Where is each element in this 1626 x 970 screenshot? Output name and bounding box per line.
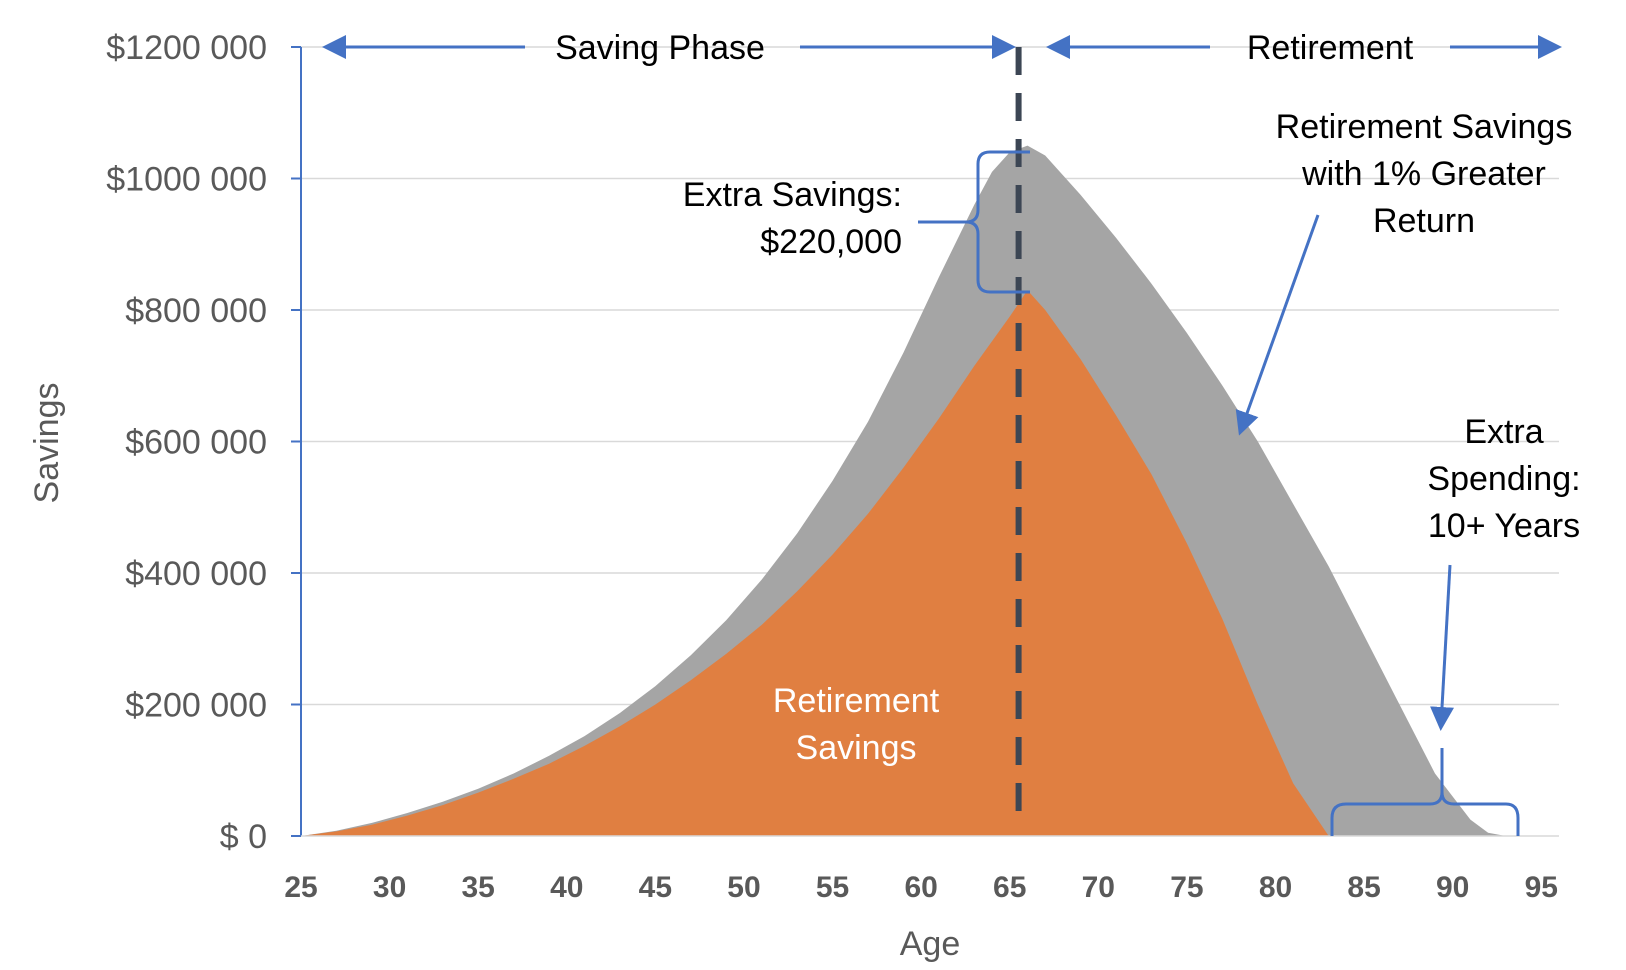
- x-tick-label: 50: [727, 871, 760, 904]
- y-tick-label: $ 0: [220, 818, 267, 856]
- x-tick-label: 70: [1082, 871, 1115, 904]
- extra-spending-label-line3: 10+ Years: [1428, 507, 1580, 545]
- area-series: [301, 145, 1542, 837]
- x-tick-label: 90: [1436, 871, 1469, 904]
- x-tick-label: 85: [1347, 871, 1380, 904]
- y-tick-label: $800 000: [125, 292, 267, 330]
- y-axis-title: Savings: [28, 383, 66, 504]
- greater-return-label-line2: with 1% Greater: [1301, 155, 1546, 193]
- x-tick-label: 95: [1525, 871, 1558, 904]
- extra-savings-label-line1: Extra Savings:: [683, 176, 902, 214]
- x-tick-labels: 25 30 35 40 45 50 55 60 65 70 75 80 85 90 95: [284, 871, 1558, 904]
- x-tick-label: 45: [639, 871, 672, 904]
- x-axis-title: Age: [900, 925, 961, 963]
- x-tick-label: 35: [461, 871, 494, 904]
- x-tick-label: 75: [1170, 871, 1203, 904]
- x-tick-label: 40: [550, 871, 583, 904]
- base-series-label-line2: Savings: [796, 729, 917, 767]
- x-tick-label: 80: [1259, 871, 1292, 904]
- x-tick-label: 60: [904, 871, 937, 904]
- greater-return-label-line3: Return: [1373, 202, 1475, 240]
- extra-spending-label-line1: Extra: [1464, 413, 1543, 451]
- x-tick-label: 55: [816, 871, 849, 904]
- x-tick-label: 25: [284, 871, 317, 904]
- area-base: [301, 290, 1542, 836]
- y-tick-label: $200 000: [125, 687, 267, 725]
- extra-spending-brace: [1330, 748, 1520, 836]
- retirement-phase-label: Retirement: [1247, 29, 1414, 67]
- extra-spending-arrow: [1430, 564, 1454, 731]
- extra-spending-label-line2: Spending:: [1427, 460, 1580, 498]
- greater-return-arrow: [1235, 214, 1320, 436]
- y-tick-labels: $ 0 $200 000 $400 000 $600 000 $800 000 $1000…: [106, 29, 301, 856]
- y-tick-label: $1200 000: [106, 29, 267, 67]
- extra-savings-brace: [918, 150, 1030, 294]
- x-tick-label: 65: [993, 871, 1026, 904]
- y-tick-label: $400 000: [125, 555, 267, 593]
- y-tick-label: $1000 000: [106, 161, 267, 199]
- greater-return-label-line1: Retirement Savings: [1276, 108, 1573, 146]
- extra-savings-label-line2: $220,000: [760, 223, 902, 261]
- saving-phase-label: Saving Phase: [555, 29, 765, 67]
- x-tick-label: 30: [373, 871, 406, 904]
- base-series-label-line1: Retirement: [773, 682, 940, 720]
- y-tick-label: $600 000: [125, 424, 267, 462]
